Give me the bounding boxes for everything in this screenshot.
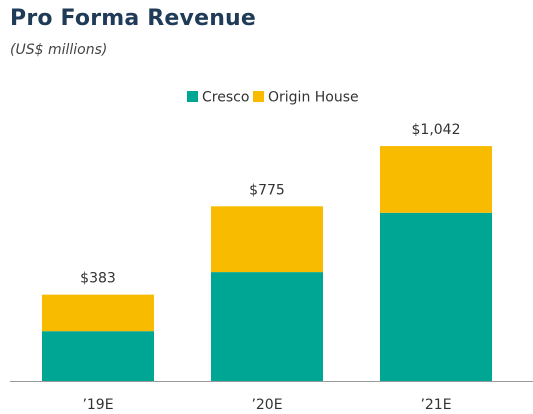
legend-swatch-1 [253, 91, 264, 102]
x-tick-label-1: ’20E [251, 397, 282, 413]
bar-cresco-1 [211, 272, 323, 381]
bar-cresco-0 [42, 331, 154, 381]
chart-title: Pro Forma Revenue [10, 6, 257, 31]
legend-label-1: Origin House [268, 90, 359, 106]
x-tick-label-2: ’21E [420, 397, 451, 413]
bar-cresco-2 [380, 212, 492, 381]
legend: Cresco Origin House [187, 90, 359, 106]
legend-label-0: Cresco [202, 90, 249, 106]
bar-origin-house-0 [42, 294, 154, 332]
total-label-1: $775 [249, 182, 285, 198]
total-label-2: $1,042 [412, 122, 461, 138]
legend-swatch-0 [187, 91, 198, 102]
total-label-0: $383 [80, 271, 116, 287]
chart-subtitle: (US$ millions) [10, 42, 108, 58]
x-tick-label-0: ’19E [82, 397, 113, 413]
bar-origin-house-2 [380, 146, 492, 213]
bar-origin-house-1 [211, 206, 323, 273]
